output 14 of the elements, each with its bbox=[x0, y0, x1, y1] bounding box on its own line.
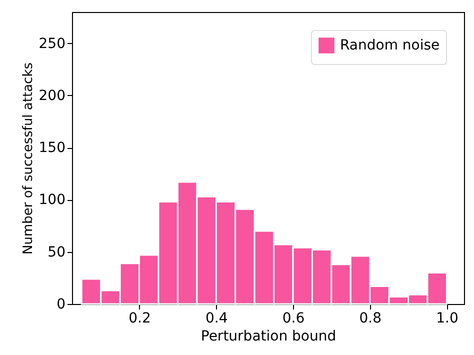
legend-label: Random noise bbox=[340, 38, 440, 54]
y-tick-label: 200 bbox=[38, 88, 66, 104]
y-tick-label: 50 bbox=[48, 244, 66, 260]
x-axis-title: Perturbation bound bbox=[200, 328, 336, 344]
y-tick-label: 0 bbox=[56, 296, 66, 312]
y-tick-label: 150 bbox=[38, 140, 66, 156]
x-tick-label: 1.0 bbox=[436, 310, 458, 326]
x-tick-label: 0.2 bbox=[128, 310, 151, 326]
y-tick-label: 250 bbox=[38, 36, 66, 52]
x-tick-label: 0.6 bbox=[282, 310, 305, 326]
x-tick-label: 0.4 bbox=[205, 310, 228, 326]
y-tick-label: 100 bbox=[38, 192, 66, 208]
x-tick-label: 0.8 bbox=[359, 310, 382, 326]
y-axis-title: Number of successful attacks bbox=[20, 62, 36, 255]
